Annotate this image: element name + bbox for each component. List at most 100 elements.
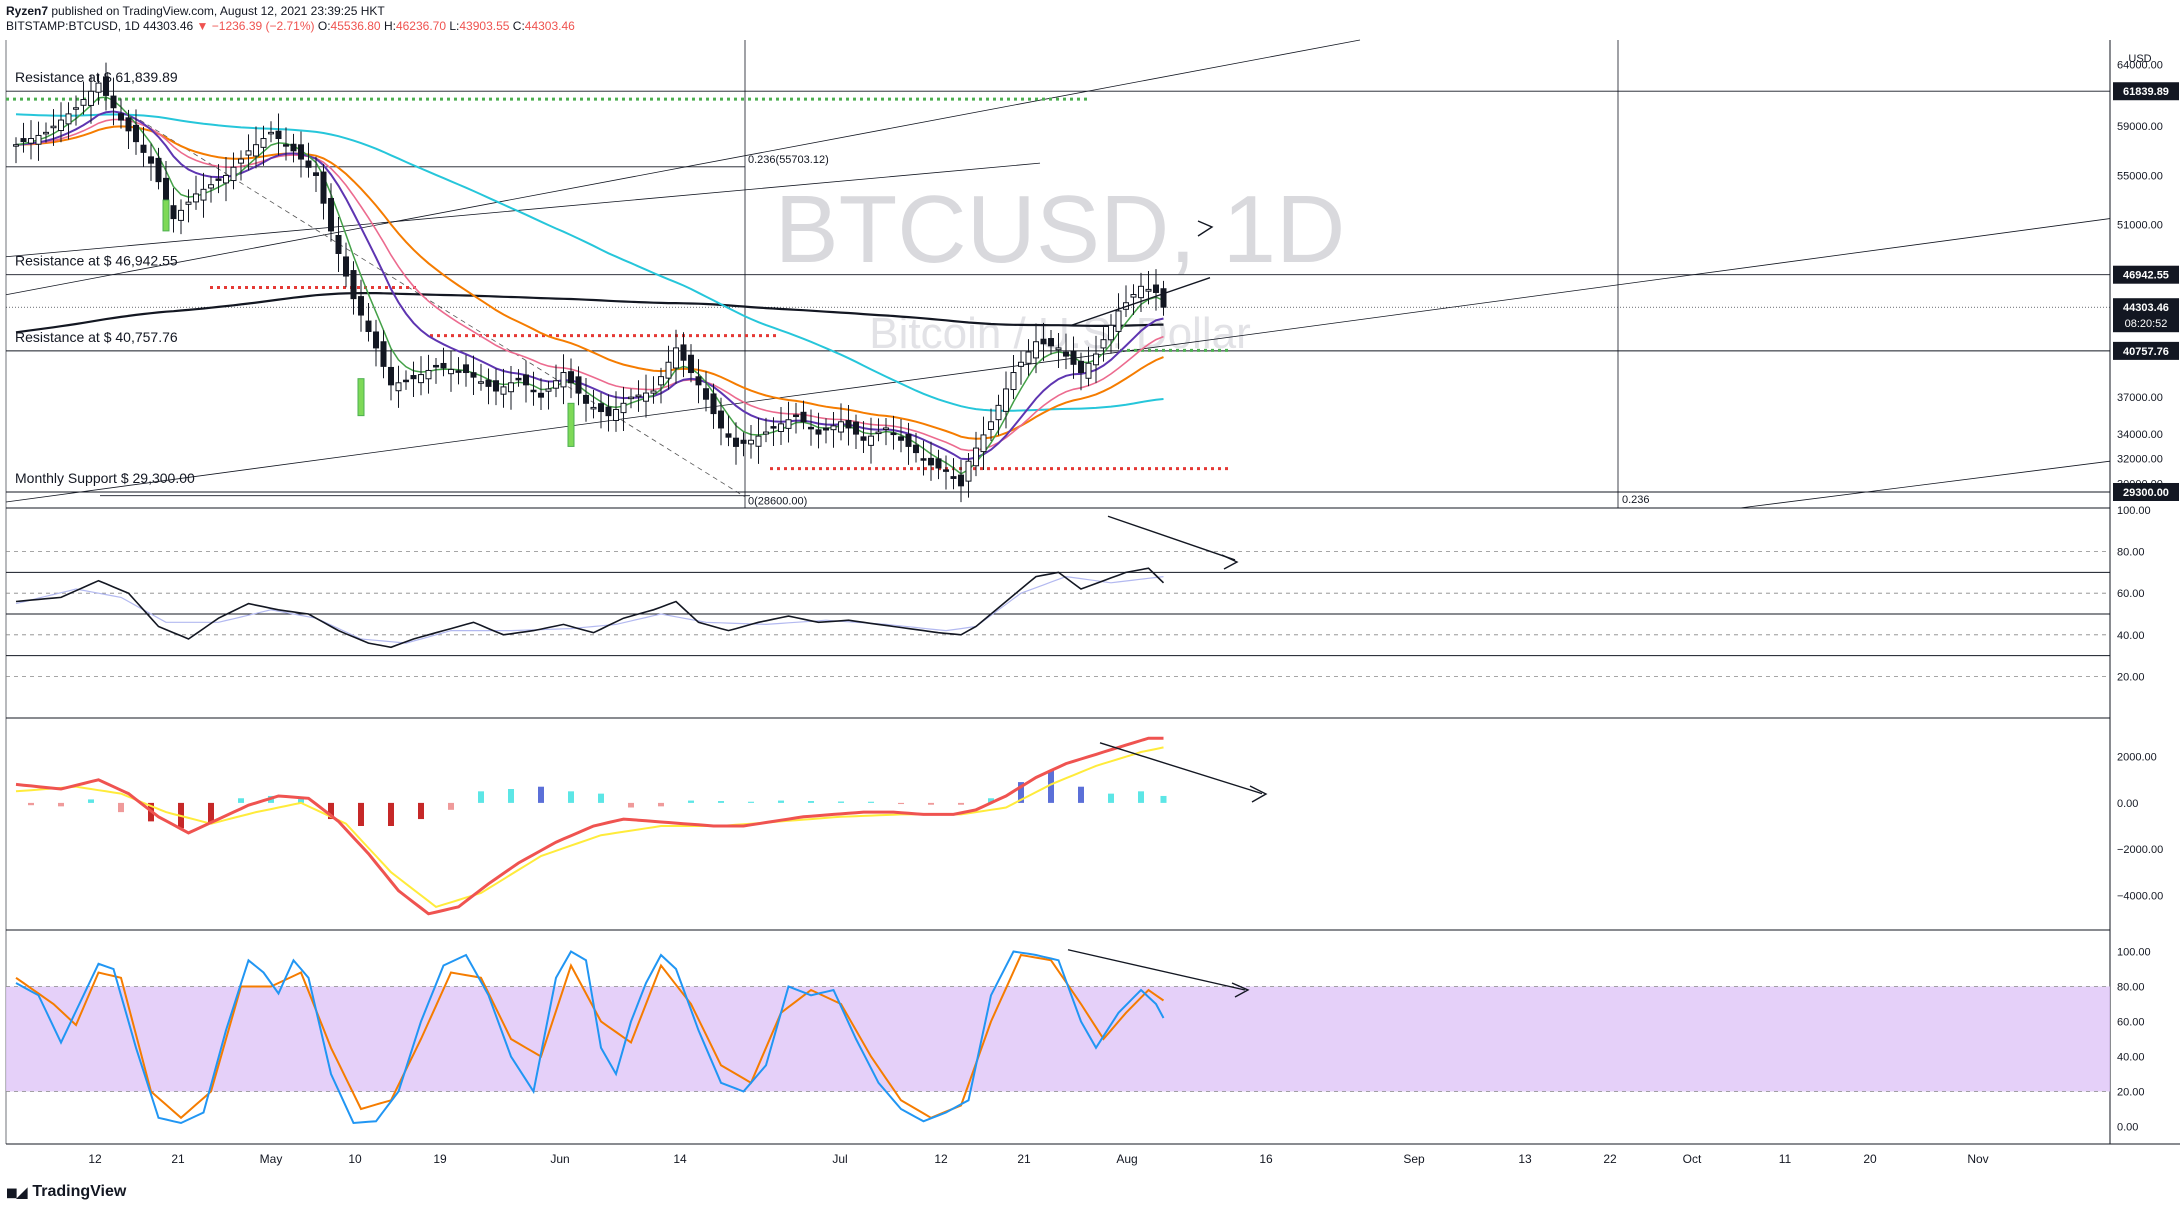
macd-histogram-bar <box>628 802 634 808</box>
candle-body <box>1130 294 1137 298</box>
macd-histogram-bar <box>688 800 694 803</box>
candle-body <box>365 320 372 332</box>
macd-histogram-bar <box>958 802 964 805</box>
candle-body <box>245 150 252 156</box>
candle-body <box>28 138 34 144</box>
macd-histogram-bar <box>58 802 64 807</box>
candle-body <box>1108 324 1114 341</box>
candle-body <box>43 131 49 135</box>
candle-body <box>313 172 319 176</box>
price-marker-badge <box>2113 482 2179 501</box>
time-tick-label: 22 <box>1603 1152 1617 1166</box>
candle-body <box>1078 360 1084 374</box>
time-tick-label: 14 <box>673 1152 687 1166</box>
macd-histogram-bar <box>208 802 214 824</box>
candle-body <box>650 390 657 394</box>
macd-histogram-bar <box>238 798 244 803</box>
candle-body <box>613 408 619 421</box>
candle-body <box>343 256 349 277</box>
annotation-resistance-61839: Resistance at $ 61,839.89 <box>15 69 178 85</box>
price-tick-label: 59000.00 <box>2117 121 2163 133</box>
candle-body <box>1055 347 1062 351</box>
macd-histogram-bar <box>778 800 784 803</box>
candle-body <box>800 411 807 423</box>
candle-body <box>95 82 102 93</box>
low-label: L: <box>449 19 460 33</box>
stoch-tick-label: 80.00 <box>2117 982 2145 994</box>
candle-body <box>935 458 942 469</box>
candle-body <box>680 344 687 361</box>
candle-body <box>598 403 604 413</box>
time-tick-label: May <box>260 1152 283 1166</box>
candle-body <box>395 382 402 392</box>
candle-body <box>583 394 589 404</box>
macd-histogram-bar <box>1138 791 1144 803</box>
price-tick-label: 51000.00 <box>2117 220 2163 232</box>
stoch-band-fill <box>6 986 2110 1092</box>
candle-body <box>305 160 312 168</box>
stoch-tick-label: 100.00 <box>2117 947 2151 959</box>
candle-body <box>73 107 79 110</box>
candle-body <box>140 144 147 153</box>
candle-body <box>605 406 612 417</box>
macd-histogram-bar <box>1078 786 1084 803</box>
macd-line <box>15 736 1164 916</box>
candle-body <box>560 372 567 388</box>
candle-body <box>1070 350 1077 365</box>
time-tick-label: Sep <box>1403 1152 1425 1166</box>
time-tick-label: 12 <box>934 1152 948 1166</box>
macd-histogram-bar <box>448 802 454 810</box>
candle-body <box>883 427 889 430</box>
price-tick-label: 64000.00 <box>2117 60 2163 72</box>
chart-header: Ryzen7 published on TradingView.com, Aug… <box>6 4 575 34</box>
candle-body <box>298 144 304 160</box>
annotation-resistance-40757: Resistance at $ 40,757.76 <box>15 329 178 345</box>
candle-body <box>133 124 139 143</box>
macd-histogram-bar <box>718 801 724 803</box>
time-tick-label: 10 <box>348 1152 362 1166</box>
candle-body <box>20 138 27 143</box>
candle-body <box>230 166 237 182</box>
macd-histogram-bar <box>1160 795 1167 803</box>
candle-body <box>665 361 672 379</box>
stoch-tick-label: 0.00 <box>2117 1122 2138 1134</box>
time-tick-label: Nov <box>1967 1152 1988 1166</box>
candle-body <box>163 177 169 201</box>
macd-histogram-bar <box>88 799 94 803</box>
time-tick-label: Jul <box>832 1152 847 1166</box>
candle-body <box>185 201 192 205</box>
macd-tick-label: −4000.00 <box>2117 890 2163 902</box>
candle-body <box>410 375 417 380</box>
candle-body <box>155 157 162 183</box>
candle-body <box>448 368 454 375</box>
candle-body <box>785 419 792 429</box>
candle-body <box>508 382 514 393</box>
candle-body <box>898 436 904 441</box>
candle-body <box>1100 339 1107 349</box>
macd-histogram-bar <box>598 793 604 803</box>
price-tick-label: 34000.00 <box>2117 429 2163 441</box>
candle-body <box>568 371 574 384</box>
candle-body <box>808 426 814 430</box>
stoch-k-line <box>15 950 1165 1125</box>
macd-histogram-bar <box>1018 782 1024 803</box>
candle-body <box>103 76 109 96</box>
candle-body <box>1048 338 1054 347</box>
candle-body <box>845 420 852 429</box>
time-tick-label: 13 <box>1518 1152 1532 1166</box>
candle-body <box>815 429 822 435</box>
candle-body <box>440 362 447 369</box>
candle-body <box>643 392 649 402</box>
macd-histogram-bar <box>298 798 304 803</box>
candle-body <box>545 388 552 392</box>
candle-body <box>148 156 154 164</box>
time-tick-label: Aug <box>1116 1152 1137 1166</box>
price-marker-badge <box>2113 298 2179 333</box>
candle-body <box>830 425 837 431</box>
candle-body <box>1160 288 1167 308</box>
candle-body <box>13 144 19 147</box>
ema-purple-line <box>15 110 1164 461</box>
open-label: O: <box>317 19 331 33</box>
candle-body <box>920 458 927 461</box>
